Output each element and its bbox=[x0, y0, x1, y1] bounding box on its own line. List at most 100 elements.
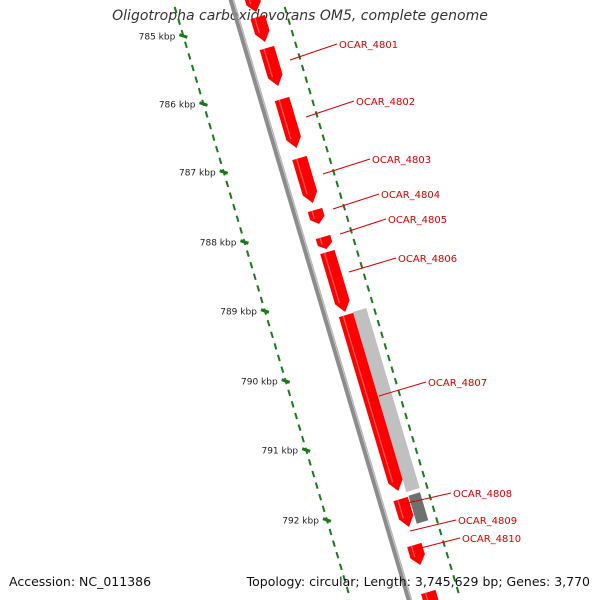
scale-label: 785 kbp bbox=[139, 33, 176, 43]
scale-right-tick bbox=[328, 157, 333, 165]
scale-right-tick bbox=[445, 551, 450, 559]
scale-left-tick bbox=[256, 285, 261, 292]
scale-right-tick bbox=[335, 180, 340, 188]
scale-major-tick bbox=[199, 101, 208, 107]
scale-left-tick bbox=[197, 87, 202, 95]
scale-label: 787 kbp bbox=[179, 169, 216, 179]
scale-major-tick bbox=[239, 239, 249, 245]
gene-arrow bbox=[407, 542, 425, 565]
scale-left-tick bbox=[314, 482, 319, 489]
scale-left-tick bbox=[335, 551, 340, 559]
scale-right-tick bbox=[300, 64, 305, 72]
scale-right-tick bbox=[376, 319, 381, 327]
gene-leader-line bbox=[412, 537, 461, 551]
scale-left-tick bbox=[345, 586, 350, 594]
scale-right-tick bbox=[321, 134, 326, 141]
gene-leader-line bbox=[339, 218, 387, 235]
gene-arrow bbox=[250, 14, 270, 42]
gene-arrow-highlight bbox=[410, 545, 416, 558]
scale-left-tick bbox=[338, 563, 343, 571]
scale-right-tick bbox=[359, 261, 364, 269]
accession-text: Accession: NC_011386 bbox=[9, 574, 152, 589]
scale-labels: 785 kbp 786 kbp 787 kbp 788 kbp 789 kbp 790 k… bbox=[139, 33, 332, 527]
gene-arrow bbox=[320, 249, 350, 312]
backbone-shadow bbox=[233, 0, 413, 600]
gene-arrow bbox=[259, 45, 283, 86]
scale-right-tick bbox=[428, 493, 433, 501]
gene-arrow-highlight bbox=[278, 99, 292, 140]
gene-arrow-highlight bbox=[323, 252, 341, 304]
gene-leader-line bbox=[322, 158, 371, 175]
scale-right-tick bbox=[435, 517, 439, 524]
scale-left-tick bbox=[190, 64, 195, 72]
gene-label: OCAR_4806 bbox=[398, 254, 457, 265]
scale-left-tick bbox=[249, 261, 254, 269]
scale-left-tick bbox=[311, 470, 316, 478]
scale-label: 788 kbp bbox=[200, 239, 237, 249]
gene-arrow bbox=[307, 207, 325, 224]
scale-right-tick bbox=[366, 285, 371, 292]
scale-label: 786 kbp bbox=[159, 101, 196, 111]
scale-right-tick bbox=[455, 586, 460, 594]
scale-left-tick bbox=[297, 424, 302, 431]
scale-right-tick bbox=[383, 343, 388, 350]
gene-features bbox=[244, 0, 439, 600]
scale-major-tick bbox=[178, 33, 188, 39]
scale-right-tick bbox=[414, 447, 419, 455]
scale-right-tick bbox=[407, 424, 412, 431]
scale-right-tick bbox=[390, 366, 395, 373]
scale-left-tick bbox=[294, 412, 298, 420]
scale-right-tick bbox=[352, 238, 357, 246]
gene-arrow-highlight bbox=[295, 158, 308, 195]
scale-left-tick bbox=[290, 401, 295, 408]
feature-bars bbox=[352, 308, 429, 524]
scale-right-tick bbox=[294, 41, 298, 49]
scale-left-tick bbox=[273, 343, 278, 350]
scale-major-tick bbox=[281, 378, 291, 384]
gene-label: OCAR_4807 bbox=[428, 378, 487, 389]
gene-leader-line bbox=[348, 257, 397, 273]
gene-leader-line bbox=[332, 193, 380, 210]
scale-left-tick bbox=[307, 459, 312, 466]
scale-left-tick bbox=[259, 296, 264, 304]
scale-left-tick bbox=[187, 53, 192, 60]
scale-right-tick bbox=[356, 250, 360, 257]
scale-left-tick bbox=[173, 6, 178, 14]
scale-right-tick bbox=[393, 377, 398, 385]
scale-left-tick bbox=[287, 389, 292, 397]
feature-bar-light bbox=[352, 308, 420, 492]
scale-right-tick bbox=[325, 145, 329, 153]
scale-ticks-left bbox=[173, 6, 350, 594]
scale-right-tick bbox=[400, 401, 405, 408]
gene-label: OCAR_4810 bbox=[462, 534, 521, 545]
gene-leader-line bbox=[378, 381, 427, 397]
scale-right-tick bbox=[411, 435, 415, 443]
gene-arrow-highlight bbox=[424, 592, 429, 600]
scale-left-tick bbox=[204, 111, 209, 118]
scale-left-tick bbox=[342, 575, 347, 582]
gene-leader-line bbox=[409, 519, 457, 532]
scale-left-tick bbox=[270, 331, 274, 339]
scale-right-tick bbox=[452, 575, 457, 582]
scale-left-tick bbox=[232, 203, 236, 211]
gene-arrow-highlight bbox=[319, 237, 323, 245]
scale-left-tick bbox=[266, 319, 271, 327]
scale-left-tick bbox=[184, 41, 188, 49]
scale-right-tick bbox=[431, 505, 436, 513]
scale-label: 792 kbp bbox=[282, 517, 319, 527]
gene-arrow-highlight bbox=[342, 315, 394, 483]
scale-left-tick bbox=[239, 227, 243, 234]
gene-arrow-highlight bbox=[254, 17, 261, 34]
scale-right-tick bbox=[318, 122, 322, 130]
scale-left-tick bbox=[215, 145, 219, 153]
scale-left-tick bbox=[208, 122, 212, 130]
gene-labels: OCAR_4801 OCAR_4802 OCAR_4803 OCAR_4804 OCAR… bbox=[289, 40, 521, 551]
gene-arrow-highlight bbox=[397, 499, 404, 519]
scale-label: 791 kbp bbox=[261, 447, 298, 457]
scale-left-tick bbox=[252, 273, 257, 281]
scale-label: 790 kbp bbox=[241, 378, 278, 388]
scale-left-tick bbox=[177, 18, 181, 25]
backbone-line bbox=[228, 0, 411, 600]
gene-label: OCAR_4801 bbox=[339, 40, 398, 51]
